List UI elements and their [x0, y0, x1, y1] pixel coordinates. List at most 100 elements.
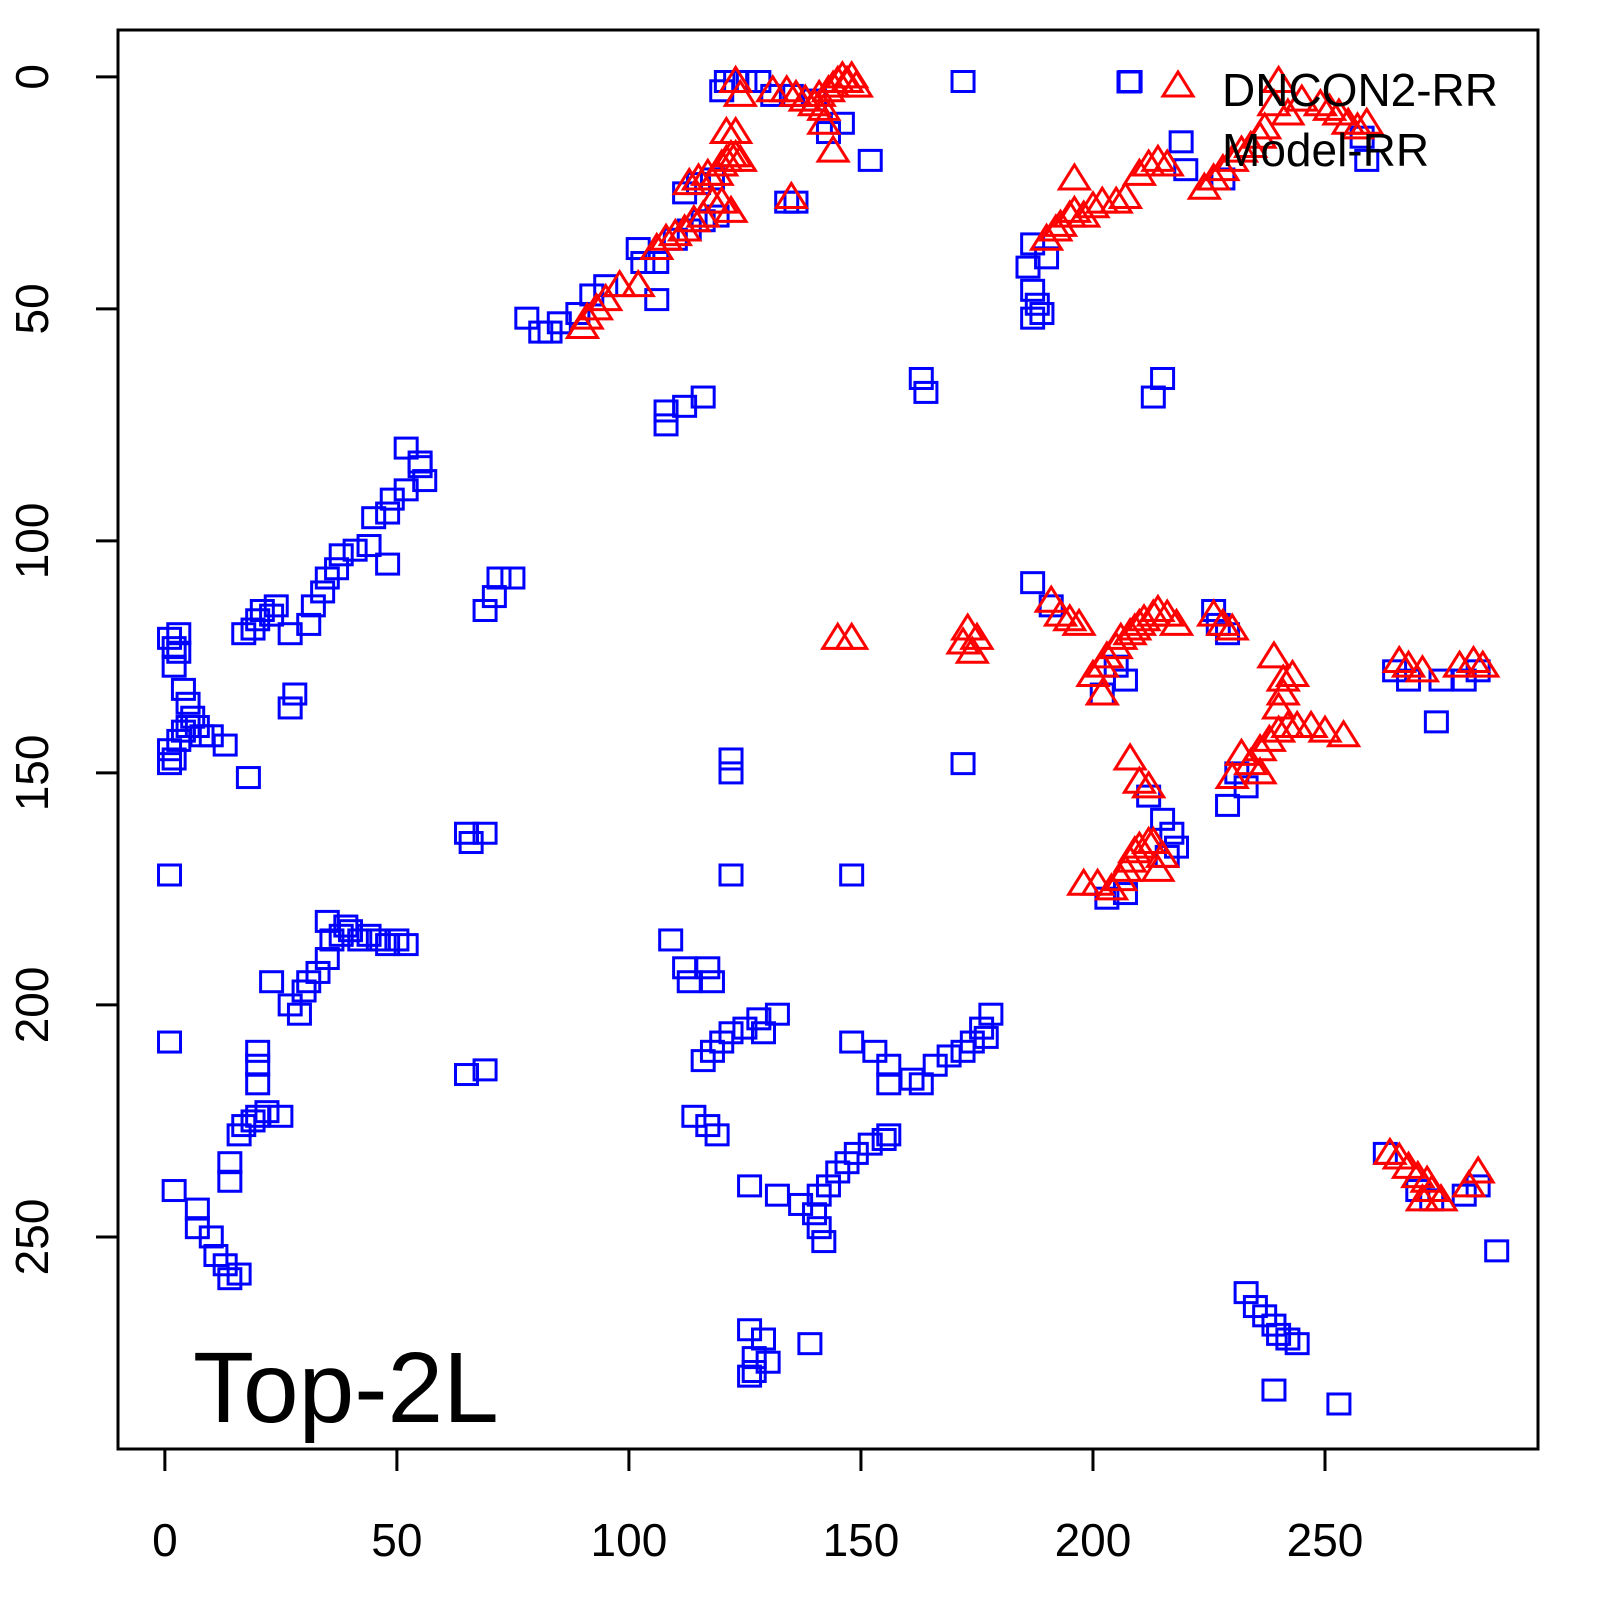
model-rr-point	[1354, 148, 1380, 172]
model-rr-point	[899, 1067, 925, 1091]
dncon2-rr-point	[1293, 709, 1329, 739]
model-rr-point	[718, 863, 744, 887]
dncon2-rr-point	[578, 292, 615, 321]
dncon2-rr-point	[1042, 208, 1079, 237]
model-rr-point	[1020, 232, 1046, 256]
dncon2-rr-point	[713, 194, 749, 223]
plot-frame	[116, 28, 1540, 1451]
model-rr-point	[871, 1127, 897, 1151]
model-rr-point	[310, 580, 336, 604]
model-rr-point	[249, 599, 275, 622]
dncon2-rr-point	[1451, 1169, 1487, 1198]
dncon2-rr-point	[1121, 765, 1158, 794]
model-rr-point	[472, 1058, 498, 1082]
dncon2-rr-point	[1265, 663, 1301, 692]
model-rr-point	[514, 306, 540, 330]
dncon2-rr-point	[1330, 106, 1366, 135]
model-rr-point	[978, 1002, 1004, 1026]
model-rr-point	[653, 413, 679, 437]
dncon2-rr-point	[648, 222, 684, 251]
data-points	[157, 60, 1510, 1416]
dncon2-rr-point	[833, 621, 870, 650]
dncon2-rr-point	[1256, 87, 1292, 117]
model-rr-point	[170, 677, 196, 701]
dncon2-rr-point	[1121, 157, 1158, 186]
dncon2-rr-point	[1260, 64, 1297, 94]
dncon2-rr-point	[1140, 593, 1176, 622]
dncon2-rr-point	[1455, 644, 1492, 674]
legend-label-dncon2: DNCON2-RR	[1222, 64, 1498, 116]
model-rr-point	[393, 933, 419, 957]
model-rr-point	[282, 682, 308, 706]
model-rr-point	[245, 1039, 271, 1063]
dncon2-rr-point	[1465, 649, 1501, 678]
dncon2-rr-point	[569, 301, 605, 330]
model-rr-point	[969, 1016, 995, 1040]
model-rr-point	[695, 956, 721, 980]
dncon2-rr-point	[657, 217, 694, 247]
model-rr-point	[741, 1346, 767, 1370]
dncon2-rr-point	[1075, 658, 1111, 687]
model-rr-point	[1215, 793, 1241, 817]
dncon2-rr-point	[1284, 83, 1320, 112]
dncon2-rr-point	[1423, 1182, 1459, 1212]
model-rr-point	[212, 733, 238, 757]
model-rr-point	[235, 766, 261, 790]
dncon2-rr-point	[1140, 143, 1176, 172]
dncon2-rr-point	[639, 231, 675, 261]
legend-triangle-icon	[1160, 69, 1196, 98]
dncon2-rr-point	[838, 69, 875, 98]
model-rr-point	[1233, 1281, 1259, 1305]
dncon2-rr-point	[1042, 598, 1079, 627]
model-rr-point	[300, 594, 326, 618]
dncon2-rr-point	[1223, 134, 1260, 163]
model-rr-point	[857, 148, 883, 172]
dncon2-rr-point	[671, 166, 707, 196]
model-rr-point	[217, 1151, 243, 1175]
model-rr-point	[347, 928, 373, 952]
model-rr-point	[157, 752, 183, 776]
dncon2-rr-point	[1112, 742, 1148, 771]
model-rr-point	[356, 534, 382, 558]
dncon2-rr-point	[1349, 106, 1385, 135]
dncon2-rr-point	[1390, 649, 1427, 678]
model-rr-point	[1326, 1392, 1352, 1416]
model-rr-point	[764, 1183, 790, 1207]
model-rr-point	[161, 654, 187, 678]
dncon2-rr-point	[722, 78, 759, 107]
dncon2-rr-point	[1075, 189, 1111, 219]
dncon2-rr-point	[685, 199, 721, 228]
model-rr-point	[750, 1021, 776, 1045]
model-rr-point	[737, 1364, 763, 1388]
dncon2-rr-point	[1061, 607, 1097, 636]
model-rr-point	[342, 538, 368, 562]
dncon2-rr-point	[1205, 152, 1241, 182]
model-rr-point	[365, 928, 391, 952]
model-rr-point	[644, 250, 670, 274]
model-rr-point	[328, 543, 354, 567]
dncon2-rr-point	[1441, 649, 1478, 678]
x-tick-label: 50	[371, 1514, 422, 1566]
dncon2-rr-point	[815, 134, 851, 163]
dncon2-rr-point	[1214, 760, 1250, 790]
model-rr-point	[277, 696, 303, 720]
model-rr-point	[157, 1030, 183, 1054]
model-rr-point	[375, 933, 401, 957]
dncon2-rr-point	[1065, 199, 1102, 228]
model-rr-point	[1150, 366, 1176, 390]
model-rr-point	[755, 1350, 781, 1374]
model-rr-point	[384, 928, 410, 952]
dncon2-rr-point	[1256, 640, 1292, 669]
dncon2-rr-point	[1056, 162, 1093, 191]
dncon2-rr-point	[1270, 97, 1306, 126]
model-rr-point	[1284, 1332, 1310, 1356]
dncon2-rr-point	[1140, 853, 1176, 882]
model-rr-point	[314, 947, 340, 971]
model-rr-point	[314, 909, 340, 933]
dncon2-rr-point	[954, 635, 991, 664]
y-tick-label: 250	[6, 1199, 58, 1276]
y-tick-label: 50	[6, 283, 58, 334]
model-rr-point	[644, 288, 670, 312]
model-rr-point	[259, 970, 285, 994]
dncon2-rr-point	[1052, 602, 1088, 632]
